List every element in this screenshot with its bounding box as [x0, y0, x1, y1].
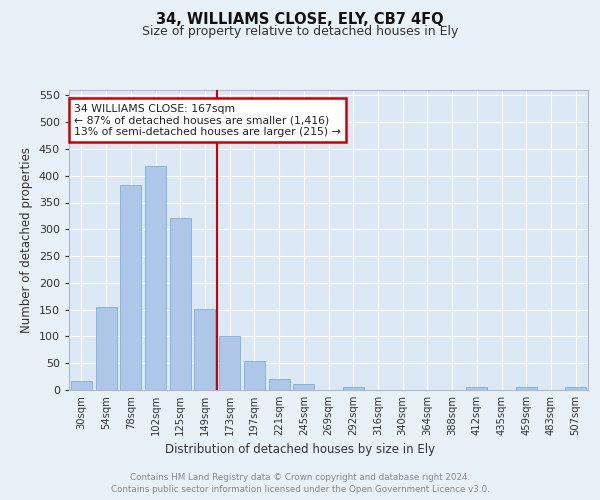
- Bar: [95, 307, 116, 390]
- Text: Contains public sector information licensed under the Open Government Licence v3: Contains public sector information licen…: [110, 485, 490, 494]
- Bar: [145, 166, 166, 390]
- Bar: [293, 384, 314, 390]
- Bar: [466, 388, 487, 390]
- Bar: [269, 380, 290, 390]
- Bar: [343, 388, 364, 390]
- Text: 34 WILLIAMS CLOSE: 167sqm
← 87% of detached houses are smaller (1,416)
13% of se: 34 WILLIAMS CLOSE: 167sqm ← 87% of detac…: [74, 104, 341, 136]
- Bar: [71, 382, 92, 390]
- Text: Contains HM Land Registry data © Crown copyright and database right 2024.: Contains HM Land Registry data © Crown c…: [130, 472, 470, 482]
- Bar: [219, 336, 240, 390]
- Text: Size of property relative to detached houses in Ely: Size of property relative to detached ho…: [142, 25, 458, 38]
- Bar: [244, 360, 265, 390]
- Bar: [516, 388, 537, 390]
- Text: Distribution of detached houses by size in Ely: Distribution of detached houses by size …: [165, 442, 435, 456]
- Bar: [194, 308, 215, 390]
- Y-axis label: Number of detached properties: Number of detached properties: [20, 147, 33, 333]
- Bar: [565, 388, 586, 390]
- Bar: [170, 218, 191, 390]
- Bar: [120, 185, 141, 390]
- Text: 34, WILLIAMS CLOSE, ELY, CB7 4FQ: 34, WILLIAMS CLOSE, ELY, CB7 4FQ: [156, 12, 444, 28]
